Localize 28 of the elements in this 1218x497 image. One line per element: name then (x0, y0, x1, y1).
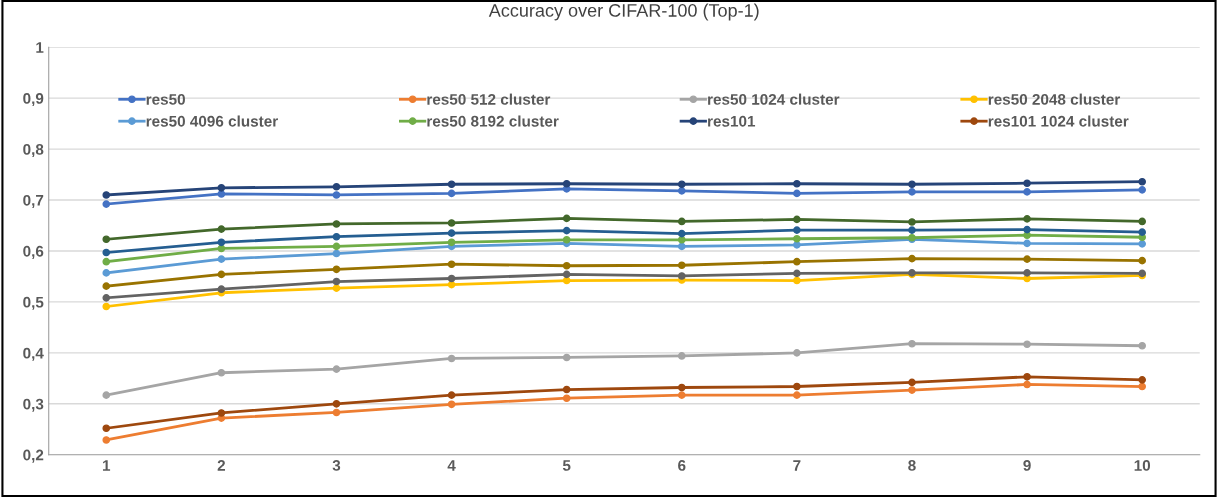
y-tick-label: 1 (36, 42, 44, 53)
x-tick-label: 4 (447, 460, 456, 471)
x-tick-label: 1 (102, 460, 111, 471)
y-tick-label: 0,7 (23, 194, 44, 208)
x-tick-label: 7 (793, 460, 801, 471)
y-tick-label: 0,2 (23, 449, 44, 463)
x-tick-label: 2 (217, 460, 226, 471)
legend-label: res50 2048 cluster (988, 93, 1121, 105)
x-tick-label: 9 (1023, 460, 1031, 471)
legend-label: res50 (146, 93, 185, 105)
x-tick-label: 10 (1134, 460, 1151, 471)
legend-label: res50 8192 cluster (427, 115, 559, 127)
y-tick-label: 0,5 (23, 296, 44, 310)
y-tick-label: 0,8 (23, 143, 44, 157)
legend-label: res101 1024 cluster (988, 115, 1129, 127)
legend-label: res50 512 cluster (427, 93, 551, 105)
x-tick-label: 6 (678, 460, 686, 471)
chart-title: Accuracy over CIFAR-100 (Top-1) (488, 3, 759, 21)
y-tick-label: 0,9 (23, 93, 44, 107)
x-tick-label: 3 (332, 460, 341, 471)
y-tick-label: 0,4 (23, 347, 44, 361)
x-tick-label: 8 (908, 460, 916, 471)
y-tick-label: 0,3 (23, 398, 44, 412)
y-tick-label: 0,6 (23, 245, 44, 259)
x-tick-label: 5 (562, 460, 571, 471)
legend-label: res50 4096 cluster (146, 115, 278, 127)
legend-label: res101 (708, 115, 756, 127)
legend-label: res50 1024 cluster (708, 93, 840, 105)
